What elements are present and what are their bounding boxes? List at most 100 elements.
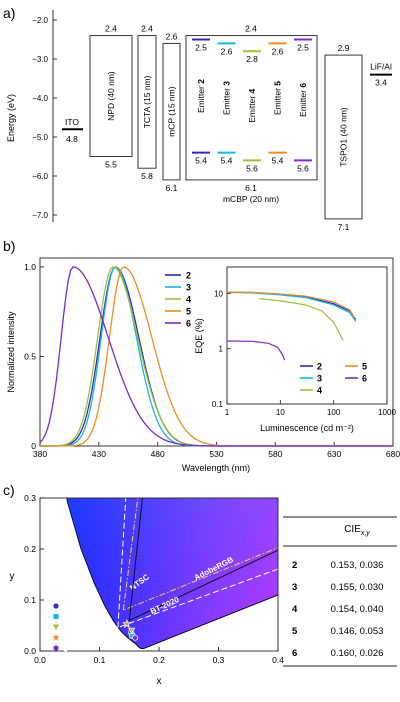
cie-x-tick-label: 0.1: [94, 655, 106, 665]
eqe-xlabel: Luminescence (cd m⁻²): [260, 423, 354, 433]
emitter-name-number: 6: [298, 83, 308, 88]
eqe-x-tick-label: 100: [327, 408, 341, 417]
cie-point-4: [128, 627, 136, 635]
eqe-legend-label-6: 6: [362, 374, 367, 384]
emitter-name: Emitter 5: [273, 81, 283, 115]
emitter-name: Emitter 3: [222, 81, 232, 115]
spectra-legend-label-4: 4: [186, 295, 191, 305]
energy-tick-label: −3.0: [32, 55, 48, 64]
cie-legend-label-4: 4: [63, 623, 68, 633]
spectra-x-tick-label: 480: [151, 449, 165, 459]
layer-homo-value: 6.1: [166, 183, 178, 193]
spectra-axes: 380 430 480 530 580 630 680 0 0.5 1.0: [24, 262, 400, 459]
spectra-y-tick-label: 0.5: [24, 351, 36, 361]
eqe-line-5: [226, 291, 356, 319]
spectra-legend-label-5: 5: [186, 307, 191, 317]
energy-tick-label: −2.0: [32, 16, 48, 25]
cie-legend-marker-2: [53, 603, 59, 609]
spectra-x-tick-label: 530: [209, 449, 223, 459]
table-row-value: 0.146, 0.053: [331, 626, 384, 637]
layer-lumo-value: 2.4: [105, 24, 117, 34]
emitter-name-number: 2: [196, 79, 206, 84]
emitter-name-number: 4: [247, 89, 257, 94]
ito-value: 4.8: [66, 134, 78, 144]
eqe-y-tick-label: 10: [214, 289, 223, 298]
cie-point-5: [122, 618, 132, 629]
gamut-triangle-AdobeRGB: [128, 498, 278, 622]
spectra-legend-label-3: 3: [186, 283, 191, 293]
cie-point-6: [132, 634, 139, 641]
cie-locus-overlay: [67, 498, 278, 649]
cie-legend-marker-5: [52, 633, 60, 641]
spectra-x-tick-label: 430: [92, 449, 106, 459]
layer-homo-value: 7.1: [338, 222, 350, 232]
emitter-lumo-value: 2.6: [272, 46, 284, 56]
energy-tick-label: −6.0: [32, 172, 48, 181]
emitter-homo-value: 5.4: [272, 156, 284, 166]
layer-homo-value: 5.8: [141, 171, 153, 181]
table-row-value: 0.153, 0.036: [331, 560, 384, 571]
spectra-x-tick-label: 380: [33, 449, 47, 459]
table-row-id: 6: [292, 648, 297, 659]
eqe-legend-label-5: 5: [362, 362, 367, 372]
eqe-x-tick-label: 1: [225, 408, 230, 417]
table-row-value: 0.155, 0.030: [331, 582, 384, 593]
eqe-legend-label-3: 3: [317, 374, 322, 384]
layer-box: [89, 35, 133, 157]
emitter-homo-value: 5.6: [246, 163, 258, 173]
cie-legend-label-5: 5: [63, 633, 68, 643]
lif-value: 3.4: [375, 78, 387, 88]
eqe-legend-label-4: 4: [317, 386, 322, 396]
spectra-y-tick-label: 1.0: [24, 262, 36, 272]
spectra-curves: [39, 266, 393, 447]
spectra-x-tick-label: 680: [386, 449, 400, 459]
layer-name: mCP (15 nm): [167, 86, 177, 137]
layer-homo-value: 5.5: [105, 160, 117, 170]
cie-axes: 0.0 0.1 0.2 0.3 0.4 0.0 0.1 0.2 0.3: [24, 493, 284, 665]
cie-y-tick-label: 0.1: [24, 595, 36, 605]
spectrum-line-6: [39, 266, 393, 447]
table-row-id: 4: [292, 604, 298, 615]
spectra-ylabel: Normalized intensity: [6, 311, 16, 393]
table-rows: 2 0.153, 0.036 3 0.155, 0.030 4 0.154, 0.040 5…: [292, 560, 383, 659]
energy-diagram: −2.0 −3.0 −4.0 −5.0 −6.0 −7.0 Energy (eV) ITO…: [6, 10, 392, 232]
cie-table: CIEx,y 2 0.153, 0.036 3 0.155, 0.030 4 0.154,…: [283, 516, 397, 667]
spectra-y-tick-label: 0: [31, 441, 36, 451]
emitter-homo-value: 5.4: [195, 156, 207, 166]
cie-xlabel: x: [157, 676, 162, 687]
eqe-legend-label-2: 2: [317, 362, 322, 372]
host-box: [185, 35, 318, 181]
energy-axis-ticks: −2.0 −3.0 −4.0 −5.0 −6.0 −7.0: [32, 16, 57, 220]
emitter-lumo-value: 2.6: [221, 46, 233, 56]
emitter-name-text: Emitter: [298, 88, 308, 117]
emitter-name-text: Emitter: [273, 86, 283, 115]
emitter-name-number: 5: [273, 81, 283, 86]
energy-tick-label: −5.0: [32, 133, 48, 142]
emitter-name-number: 3: [222, 81, 232, 86]
cie-legend-label-6: 6: [63, 644, 68, 654]
layer-lumo-value: 2.9: [338, 43, 350, 53]
eqe-curves: [226, 291, 357, 361]
layer-lumo-value: 2.6: [166, 31, 178, 41]
emitter-name: Emitter 2: [196, 79, 206, 113]
eqe-ylabel: EQE (%): [194, 318, 204, 354]
emitter-homo-value: 5.4: [221, 156, 233, 166]
eqe-line-6: [226, 340, 286, 361]
eqe-y-tick-label: 0.1: [212, 400, 224, 409]
ito-label: ITO: [65, 117, 79, 127]
spectra-legend-label-6: 6: [186, 319, 191, 329]
layer-lumo-value: 2.4: [141, 24, 153, 34]
table-row-value: 0.154, 0.040: [331, 604, 384, 615]
cie-ylabel: y: [10, 571, 15, 582]
emitter-homo-value: 5.6: [297, 163, 309, 173]
table-row-id: 2: [292, 560, 297, 571]
cie-x-tick-label: 0.4: [272, 655, 284, 665]
emission-spectra-chart: 380 430 480 530 580 630 680 0 0.5 1.0 2 3 4 5 6 Wavel…: [6, 257, 400, 473]
table-row-value: 0.160, 0.026: [331, 648, 384, 659]
table-header-main: CIE: [344, 524, 361, 535]
emitter-lumo-value: 2.5: [195, 43, 207, 53]
